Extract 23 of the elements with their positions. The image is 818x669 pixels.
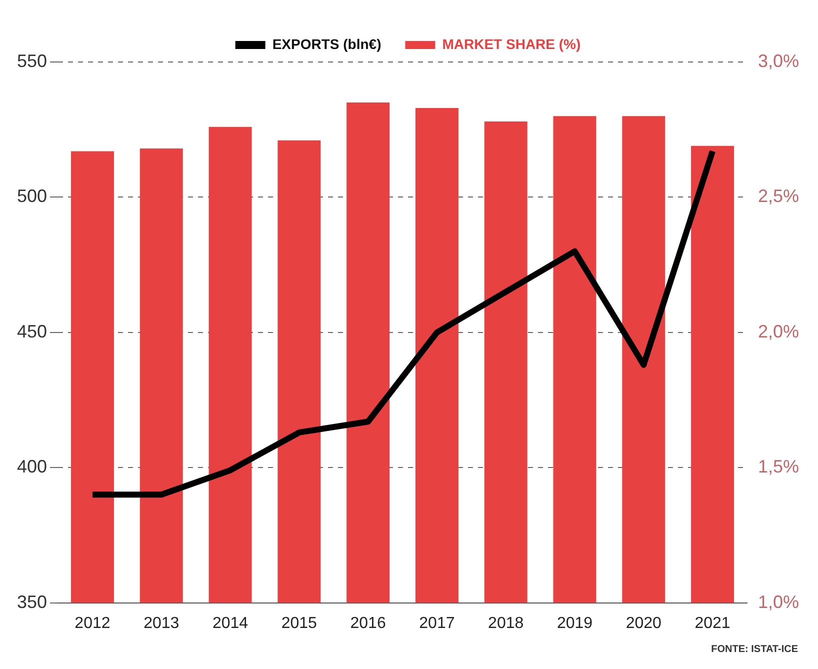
y-tick-label: 400 xyxy=(16,456,48,477)
y-tick-label: 550 xyxy=(16,50,48,71)
x-tick-label: 2020 xyxy=(626,614,662,632)
legend-label: EXPORTS (bln€) xyxy=(272,36,382,52)
y-tick-label: 350 xyxy=(16,592,48,612)
y2-tick-label: 2,0% xyxy=(758,321,800,342)
x-tick-label: 2017 xyxy=(419,614,455,632)
legend-label: MARKET SHARE (%) xyxy=(442,36,581,52)
y2-tick-label: 2,5% xyxy=(758,186,800,206)
x-tick-label: 2018 xyxy=(488,614,524,632)
y-tick-label: 450 xyxy=(16,321,48,342)
y2-tick-label: 1,0% xyxy=(758,592,800,612)
y2-tick-label: 1,5% xyxy=(758,456,800,477)
x-tick-label: 2016 xyxy=(350,614,386,632)
source-note: FONTE: ISTAT-ICE xyxy=(711,644,798,655)
x-tick-label: 2013 xyxy=(144,614,180,632)
x-tick-label: 2015 xyxy=(281,614,318,632)
x-tick-label: 2014 xyxy=(212,614,248,632)
x-tick-label: 2012 xyxy=(74,614,110,632)
y-tick-label: 500 xyxy=(16,186,48,206)
y2-tick-label: 3,0% xyxy=(758,50,800,71)
x-tick-label: 2019 xyxy=(556,614,593,632)
x-tick-label: 2021 xyxy=(694,614,730,632)
